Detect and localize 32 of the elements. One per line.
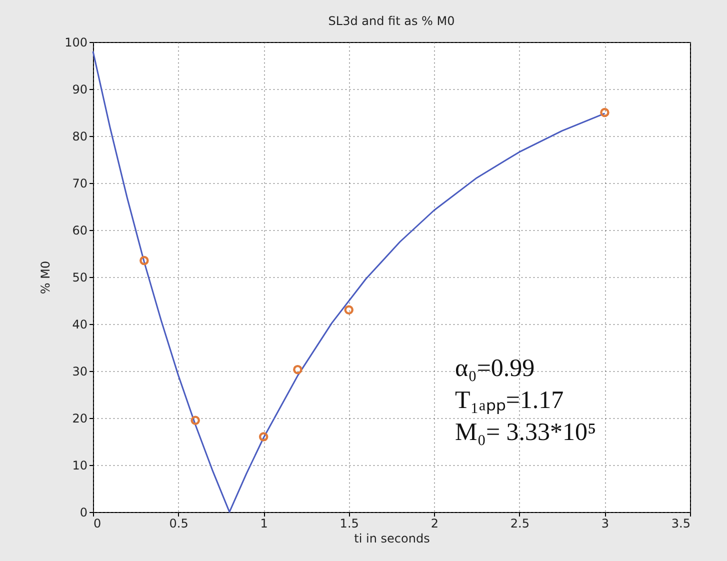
point [293, 364, 302, 374]
x-tick-label: 2.5 [510, 516, 530, 530]
y-tick-label: 40 [72, 318, 88, 332]
y-axis-title: % M0 [38, 260, 53, 294]
point [190, 416, 200, 425]
y-tick-label: 80 [72, 130, 88, 144]
annotation: T₁ₐₚₚ=1.17 [455, 387, 564, 414]
x-tick-label: 1.5 [340, 516, 359, 530]
x-tick-label: 2 [430, 516, 438, 530]
chart-title: SL3d and fit as % M0 [328, 14, 455, 28]
y-tick-label: 10 [72, 458, 88, 472]
y-tick-label: 100 [64, 36, 88, 50]
x-tick-label: 0.5 [169, 516, 188, 530]
point [258, 432, 268, 442]
x-tick-label: 3 [601, 516, 610, 530]
annotation: M₀= 3.33*10⁵ [455, 419, 596, 446]
y-tick-label: 70 [72, 176, 88, 190]
point [344, 305, 354, 315]
x-tick-label: 1 [260, 516, 268, 530]
x-tick-label: 0 [94, 516, 102, 530]
y-tick-label: 30 [72, 364, 88, 378]
y-tick-label: 0 [80, 506, 88, 520]
y-tick-label: 50 [72, 270, 88, 284]
y-tick-label: 60 [72, 224, 88, 238]
y-tick-label: 90 [72, 82, 88, 96]
x-axis-title: ti in seconds [354, 532, 430, 546]
x-tick-label: 3.5 [671, 516, 690, 530]
y-tick-label: 20 [72, 412, 88, 426]
point [140, 256, 149, 266]
point [600, 108, 610, 118]
line-series [92, 50, 606, 513]
annotation: α₀=0.99 [455, 355, 535, 382]
